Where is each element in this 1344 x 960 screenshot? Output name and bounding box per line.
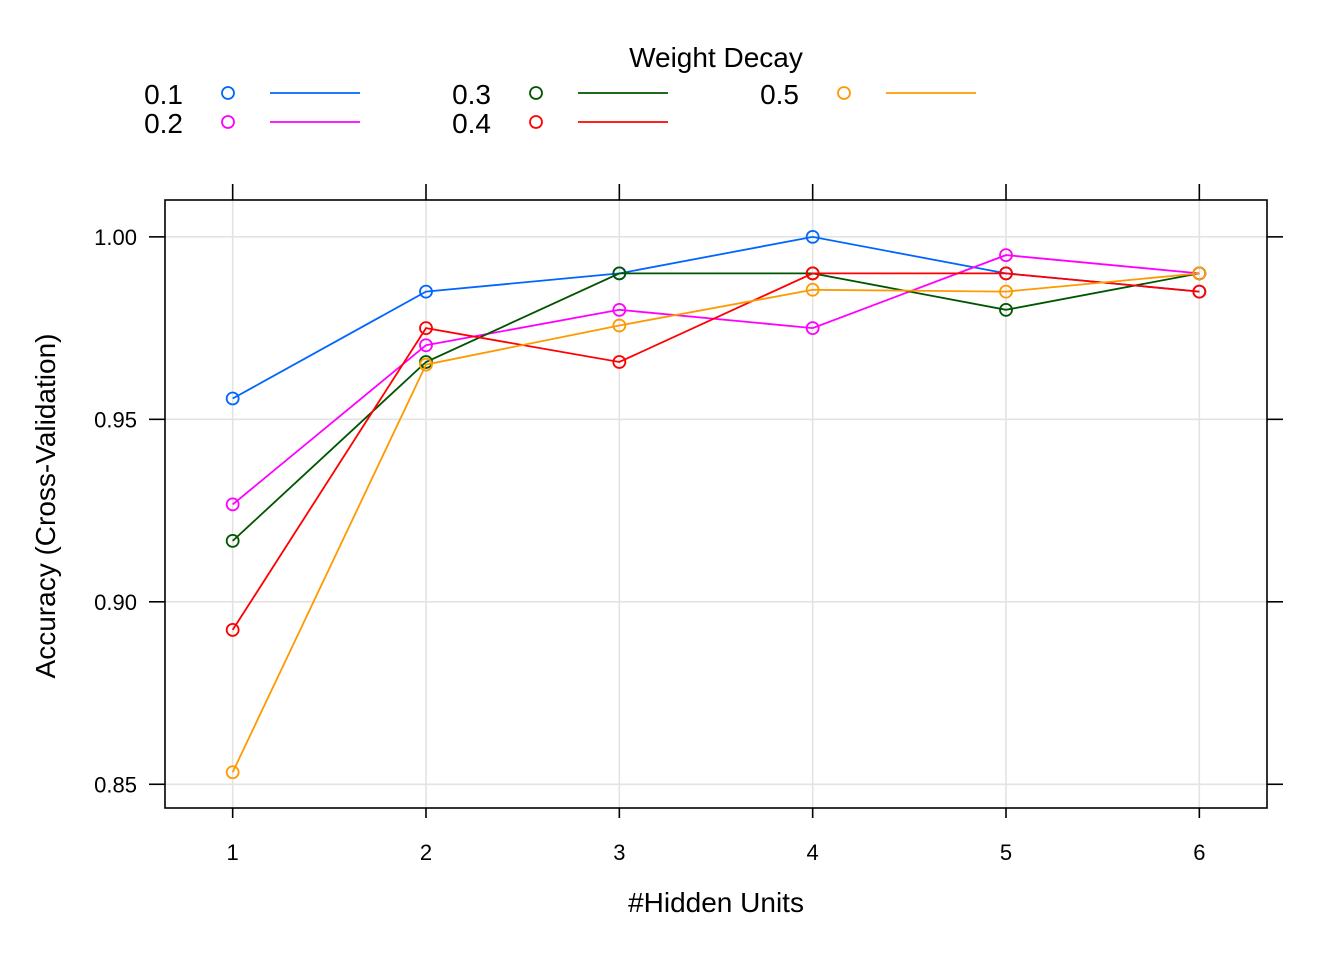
x-tick-label: 2: [420, 840, 432, 865]
legend-label: 0.2: [144, 108, 183, 139]
data-point: [225, 391, 240, 406]
x-tick-label: 3: [613, 840, 625, 865]
x-tick-label: 1: [227, 840, 239, 865]
data-point: [612, 302, 627, 317]
data-point: [999, 248, 1013, 263]
data-point: [999, 284, 1013, 299]
y-tick-label: 0.95: [94, 407, 137, 432]
series-0.3: [225, 266, 1207, 548]
data-point: [225, 623, 240, 637]
series-0.4: [225, 266, 1207, 637]
legend-title: Weight Decay: [629, 42, 803, 73]
data-point: [999, 302, 1013, 317]
data-point: [999, 266, 1013, 281]
data-point: [805, 282, 820, 297]
data-point: [805, 229, 820, 244]
y-axis-label: Accuracy (Cross-Validation): [30, 334, 61, 679]
data-point: [1192, 266, 1207, 281]
data-point: [419, 284, 433, 299]
data-point: [419, 338, 433, 353]
legend-item-0.5: 0.5: [760, 79, 976, 110]
series-line: [231, 272, 1200, 773]
legend-marker: [529, 86, 543, 100]
legend-marker: [221, 115, 235, 129]
data-point: [612, 266, 627, 281]
x-tick-label: 6: [1193, 840, 1205, 865]
legend-item-0.4: 0.4: [452, 108, 668, 139]
series-line: [232, 254, 1200, 506]
legend-label: 0.4: [452, 108, 491, 139]
data-point: [612, 355, 627, 369]
legend: Weight Decay 0.10.2 0.30.4 0.5: [144, 42, 976, 139]
x-axis-label: #Hidden Units: [628, 887, 804, 918]
y-tick-label: 1.00: [94, 225, 137, 250]
data-point: [805, 266, 820, 281]
legend-label: 0.1: [144, 79, 183, 110]
series-line: [231, 272, 1200, 631]
series-line: [232, 272, 1200, 542]
series-0.2: [225, 248, 1207, 512]
y-tick-label: 0.85: [94, 772, 137, 797]
x-tick-label: 5: [1000, 840, 1012, 865]
legend-item-0.3: 0.3: [452, 79, 668, 110]
legend-item-0.2: 0.2: [144, 108, 360, 139]
legend-item-0.1: 0.1: [144, 79, 360, 110]
data-point: [1192, 284, 1207, 299]
data-point: [419, 357, 433, 372]
y-tick-label: 0.90: [94, 590, 137, 615]
plot-area: [164, 199, 1268, 809]
legend-marker: [221, 86, 235, 100]
data-point: [612, 318, 627, 333]
data-point: [225, 765, 240, 780]
data-point: [419, 321, 433, 335]
data-point: [225, 533, 240, 548]
x-tick-label: 4: [807, 840, 819, 865]
axes: 1 2 3 4 5 6 0.85 0.90 0.95 1.00: [94, 184, 1283, 865]
series: [225, 229, 1207, 780]
legend-marker: [529, 115, 543, 129]
data-point: [805, 321, 820, 335]
legend-label: 0.3: [452, 79, 491, 110]
legend-label: 0.5: [760, 79, 799, 110]
series-0.5: [225, 266, 1207, 780]
legend-marker: [837, 86, 851, 100]
data-point: [225, 497, 240, 512]
